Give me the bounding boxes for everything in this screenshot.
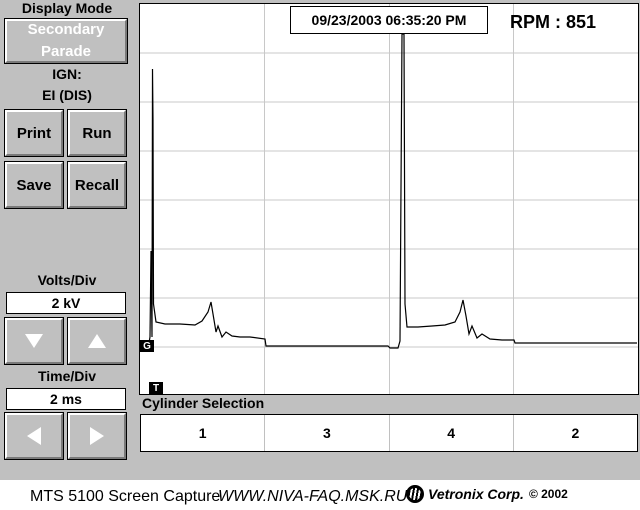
cylinder-button-1[interactable]: 1 bbox=[141, 415, 266, 451]
volts-div-value: 2 kV bbox=[6, 292, 126, 314]
ground-marker: G bbox=[140, 340, 154, 352]
control-sidebar: Display Mode Secondary Parade IGN: EI (D… bbox=[0, 0, 134, 480]
recall-button[interactable]: Recall bbox=[67, 161, 127, 209]
time-div-value: 2 ms bbox=[6, 388, 126, 410]
volts-up-button[interactable] bbox=[67, 317, 127, 365]
copyright-text: © 2002 bbox=[528, 487, 568, 501]
down-triangle-icon bbox=[25, 334, 43, 348]
grid bbox=[140, 4, 638, 394]
brand-name: Vetronix Corp. bbox=[428, 486, 524, 502]
cylinder-selection-title: Cylinder Selection bbox=[142, 395, 265, 411]
site-watermark: WWW.NIVA-FAQ.MSK.RU bbox=[218, 488, 408, 505]
waveform-trace bbox=[140, 33, 637, 349]
up-triangle-icon bbox=[88, 334, 106, 348]
cylinder-button-4[interactable]: 4 bbox=[390, 415, 514, 451]
capture-label: MTS 5100 Screen Capture bbox=[30, 488, 221, 505]
vetronix-logo-icon bbox=[406, 485, 424, 503]
time-div-label: Time/Div bbox=[37, 368, 97, 384]
cylinder-button-3[interactable]: 3 bbox=[265, 415, 390, 451]
trigger-marker: T bbox=[149, 382, 163, 394]
scope-application: Display Mode Secondary Parade IGN: EI (D… bbox=[0, 0, 640, 480]
cylinder-selection-bar: 1 3 4 2 bbox=[140, 414, 638, 452]
ign-value: EI (DIS) bbox=[42, 87, 92, 103]
display-mode-line1: Secondary bbox=[27, 21, 105, 38]
display-mode-button[interactable]: Secondary Parade bbox=[4, 18, 128, 64]
rpm-readout: RPM : 851 bbox=[510, 12, 597, 32]
right-triangle-icon bbox=[90, 427, 104, 445]
cylinder-button-2[interactable]: 2 bbox=[571, 425, 580, 441]
left-triangle-icon bbox=[27, 427, 41, 445]
vetronix-brand: Vetronix Corp. © 2002 bbox=[406, 485, 568, 503]
waveform-svg bbox=[140, 4, 638, 394]
capture-timestamp: 09/23/2003 06:35:20 PM bbox=[290, 6, 488, 34]
display-mode-line2: Parade bbox=[40, 43, 92, 60]
time-right-button[interactable] bbox=[67, 412, 127, 460]
run-button[interactable]: Run bbox=[67, 109, 127, 157]
waveform-display: 09/23/2003 06:35:20 PM RPM : 851 G T bbox=[139, 3, 639, 395]
display-mode-label: Display Mode bbox=[21, 0, 113, 16]
time-left-button[interactable] bbox=[4, 412, 64, 460]
print-button[interactable]: Print bbox=[4, 109, 64, 157]
save-button[interactable]: Save bbox=[4, 161, 64, 209]
footer-caption bbox=[0, 480, 640, 510]
volts-div-label: Volts/Div bbox=[37, 272, 97, 288]
volts-down-button[interactable] bbox=[4, 317, 64, 365]
ign-label: IGN: bbox=[52, 66, 82, 82]
